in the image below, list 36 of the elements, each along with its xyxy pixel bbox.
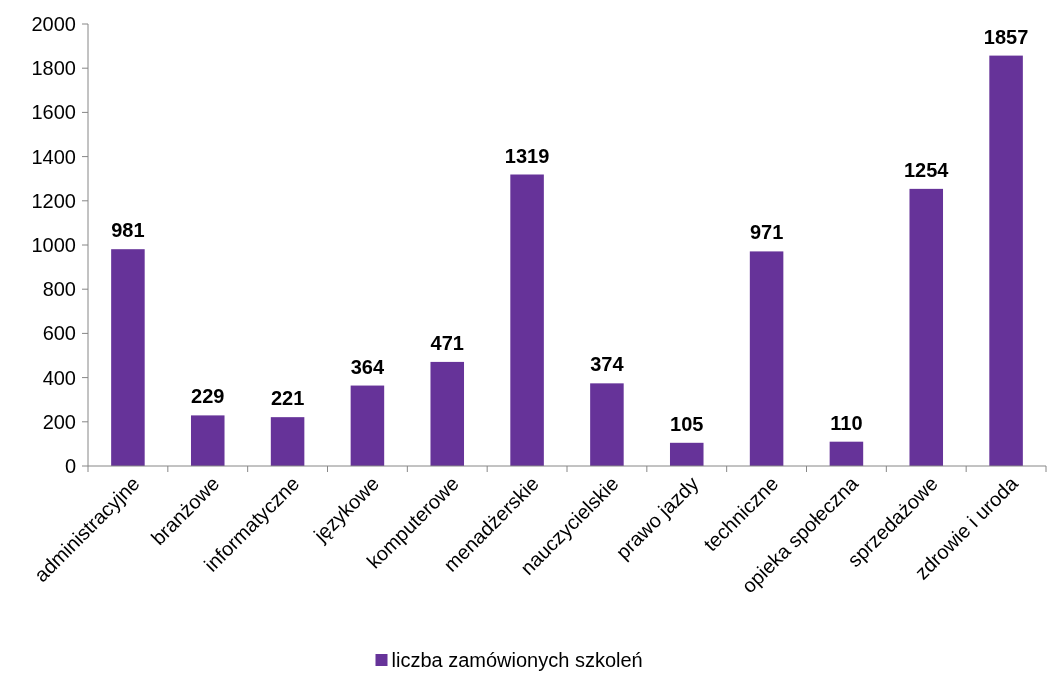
y-tick-label: 0 bbox=[64, 455, 76, 477]
bar bbox=[190, 415, 225, 466]
y-tick-label: 1600 bbox=[31, 101, 76, 124]
data-label: 229 bbox=[191, 385, 225, 408]
bar bbox=[350, 385, 385, 466]
bar bbox=[749, 251, 784, 466]
data-label: 971 bbox=[749, 221, 784, 244]
data-label: 105 bbox=[670, 412, 704, 435]
y-tick-label: 600 bbox=[42, 322, 76, 345]
bar bbox=[989, 55, 1023, 466]
data-label: 221 bbox=[270, 387, 305, 410]
y-tick-label: 400 bbox=[42, 366, 76, 389]
y-tick-label: 1800 bbox=[31, 57, 76, 80]
bar bbox=[430, 361, 465, 466]
legend-label: liczba zamówionych szkoleń bbox=[391, 649, 643, 671]
bar bbox=[510, 174, 544, 466]
bar bbox=[829, 441, 864, 466]
bar bbox=[669, 442, 704, 466]
y-tick-label: 200 bbox=[42, 410, 76, 433]
data-label: 981 bbox=[111, 219, 145, 242]
data-label: 374 bbox=[590, 353, 625, 376]
data-label: 364 bbox=[350, 355, 385, 378]
y-tick-label: 800 bbox=[42, 278, 76, 301]
y-tick-label: 2000 bbox=[31, 13, 76, 35]
y-tick-label: 1200 bbox=[31, 189, 76, 212]
y-tick-label: 1000 bbox=[31, 234, 76, 256]
data-label: 1319 bbox=[504, 144, 550, 167]
bar bbox=[270, 417, 305, 466]
bar bbox=[909, 188, 944, 466]
data-label: 1857 bbox=[983, 25, 1029, 48]
bar bbox=[111, 249, 145, 466]
y-tick-label: 1400 bbox=[31, 145, 76, 168]
bar bbox=[590, 383, 624, 466]
data-label: 110 bbox=[830, 411, 863, 434]
data-label: 471 bbox=[430, 331, 464, 354]
data-label: 1254 bbox=[904, 158, 950, 181]
